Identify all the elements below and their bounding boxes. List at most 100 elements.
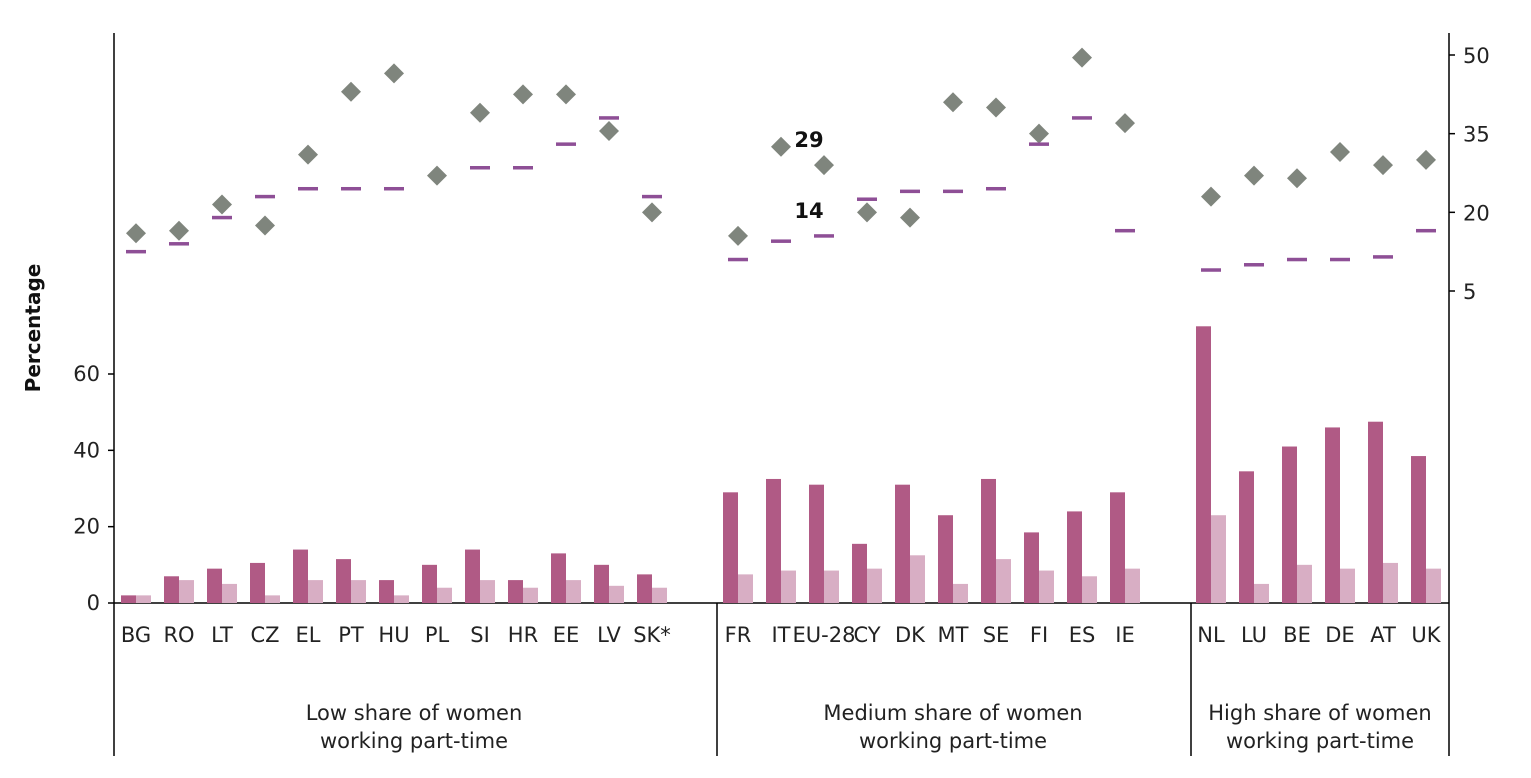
dash-marker-EL bbox=[298, 186, 318, 191]
bar-series1-MT bbox=[938, 515, 953, 603]
category-label: PL bbox=[425, 623, 450, 647]
bar-series1-HR bbox=[508, 580, 523, 603]
bar-series1-AT bbox=[1368, 421, 1383, 603]
diamond-marker-PL bbox=[427, 165, 447, 186]
diamond-marker-LU bbox=[1244, 165, 1264, 186]
bar-series1-CY bbox=[852, 543, 867, 603]
category-label: ES bbox=[1069, 623, 1096, 647]
group-label-line1: Low share of women bbox=[306, 701, 523, 725]
category-label: RO bbox=[163, 623, 194, 647]
bar-series1-IE bbox=[1110, 492, 1125, 603]
bar-series1-FR bbox=[723, 492, 738, 603]
diamond-marker-CZ bbox=[255, 215, 275, 236]
dash-marker-SE bbox=[986, 186, 1006, 191]
bar-series2-PT bbox=[351, 580, 366, 603]
bar-series2-SK* bbox=[652, 587, 667, 603]
diamond-marker-DK bbox=[900, 207, 920, 228]
bar-series2-BE bbox=[1297, 564, 1312, 603]
diamond-marker-MT bbox=[943, 92, 963, 113]
dash-marker-LV bbox=[599, 116, 619, 120]
bar-series2-UK bbox=[1426, 568, 1441, 603]
bar-series2-CZ bbox=[265, 595, 280, 603]
group-label-line2: working part-time bbox=[1226, 729, 1414, 753]
bar-series2-EU-28 bbox=[824, 570, 839, 603]
category-label: IT bbox=[771, 623, 790, 647]
category-label: HR bbox=[508, 623, 538, 647]
dash-marker-CZ bbox=[255, 194, 275, 199]
diamond-marker-LT bbox=[212, 194, 232, 215]
bar-series1-EL bbox=[293, 549, 308, 603]
dash-marker-FR bbox=[728, 257, 748, 262]
dash-marker-BE bbox=[1287, 257, 1307, 262]
dash-marker-LT bbox=[212, 215, 232, 220]
group-label-line1: Medium share of women bbox=[823, 701, 1082, 725]
dash-marker-CY bbox=[857, 197, 877, 201]
bar-series2-RO bbox=[179, 580, 194, 603]
diamond-marker-AT bbox=[1373, 155, 1393, 176]
bar-series2-IT bbox=[781, 570, 796, 603]
dash-marker-SK* bbox=[642, 194, 662, 199]
bar-series2-FI bbox=[1039, 570, 1054, 603]
bar-series1-HU bbox=[379, 580, 394, 603]
bar-series2-HU bbox=[394, 595, 409, 603]
secondary-y-tick-label: 5 bbox=[1463, 280, 1476, 304]
bar-series1-LV bbox=[594, 564, 609, 603]
diamond-marker-IE bbox=[1115, 113, 1135, 134]
dash-marker-EU-28 bbox=[814, 234, 834, 238]
bar-series2-EE bbox=[566, 580, 581, 603]
diamond-marker-DE bbox=[1330, 142, 1350, 163]
bar-series1-PL bbox=[422, 564, 437, 603]
dash-marker-AT bbox=[1373, 255, 1393, 259]
y-axis-label: Percentage bbox=[21, 264, 45, 393]
group-label-line2: working part-time bbox=[859, 729, 1047, 753]
bar-series2-SI bbox=[480, 580, 495, 603]
bar-series1-DE bbox=[1325, 427, 1340, 603]
diamond-marker-FR bbox=[728, 225, 748, 246]
diamond-marker-BG bbox=[126, 223, 146, 244]
category-label: CY bbox=[853, 623, 880, 647]
diamond-marker-SI bbox=[470, 102, 490, 123]
bar-series1-IT bbox=[766, 478, 781, 603]
diamond-marker-ES bbox=[1072, 47, 1092, 68]
dash-marker-LU bbox=[1244, 263, 1264, 267]
category-label: EL bbox=[296, 623, 321, 647]
annotation-label: 29 bbox=[794, 128, 823, 152]
bar-series2-LV bbox=[609, 585, 624, 603]
bar-series1-ES bbox=[1067, 511, 1082, 603]
category-label: IE bbox=[1115, 623, 1134, 647]
bar-series1-EE bbox=[551, 553, 566, 603]
bar-series2-CY bbox=[867, 568, 882, 603]
bar-series2-PL bbox=[437, 587, 452, 603]
secondary-y-tick-label: 35 bbox=[1463, 123, 1490, 147]
category-label: SI bbox=[470, 623, 490, 647]
bar-series1-UK bbox=[1411, 456, 1426, 603]
markers bbox=[126, 47, 1436, 272]
y-tick-label: 40 bbox=[73, 438, 100, 462]
category-label: UK bbox=[1411, 623, 1441, 647]
diamond-marker-FI bbox=[1029, 123, 1049, 144]
diamond-marker-LV bbox=[599, 121, 619, 142]
category-label: LU bbox=[1241, 623, 1267, 647]
category-label: PT bbox=[338, 623, 364, 647]
dash-marker-MT bbox=[943, 189, 963, 194]
dash-marker-BG bbox=[126, 249, 146, 254]
bar-series2-SE bbox=[996, 559, 1011, 603]
secondary-y-tick-label: 20 bbox=[1463, 201, 1490, 225]
category-label: SE bbox=[983, 623, 1010, 647]
secondary-y-tick-label: 50 bbox=[1463, 44, 1490, 68]
diamond-marker-NL bbox=[1201, 186, 1221, 207]
category-label: EU-28 bbox=[793, 623, 856, 647]
bar-series1-SI bbox=[465, 549, 480, 603]
bar-series1-SE bbox=[981, 478, 996, 603]
bar-series1-PT bbox=[336, 559, 351, 603]
category-label: BG bbox=[121, 623, 151, 647]
group-label-line2: working part-time bbox=[320, 729, 508, 753]
bar-series2-BG bbox=[136, 595, 151, 603]
diamond-marker-EE bbox=[556, 84, 576, 105]
y-tick-label: 0 bbox=[87, 591, 100, 615]
category-label: MT bbox=[938, 623, 969, 647]
diamond-marker-CY bbox=[857, 202, 877, 223]
diamond-marker-HR bbox=[513, 84, 533, 105]
